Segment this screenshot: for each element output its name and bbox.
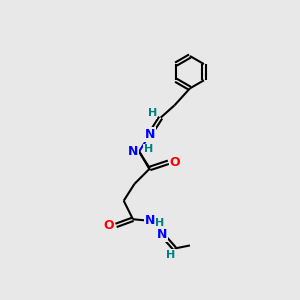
Text: N: N [157,228,167,241]
Text: N: N [128,145,138,158]
Text: H: H [144,144,153,154]
Text: H: H [148,108,157,118]
Text: H: H [154,218,164,228]
Text: O: O [169,156,180,169]
Text: N: N [145,128,155,141]
Text: O: O [104,219,114,232]
Text: H: H [166,250,175,260]
Text: N: N [145,214,155,227]
